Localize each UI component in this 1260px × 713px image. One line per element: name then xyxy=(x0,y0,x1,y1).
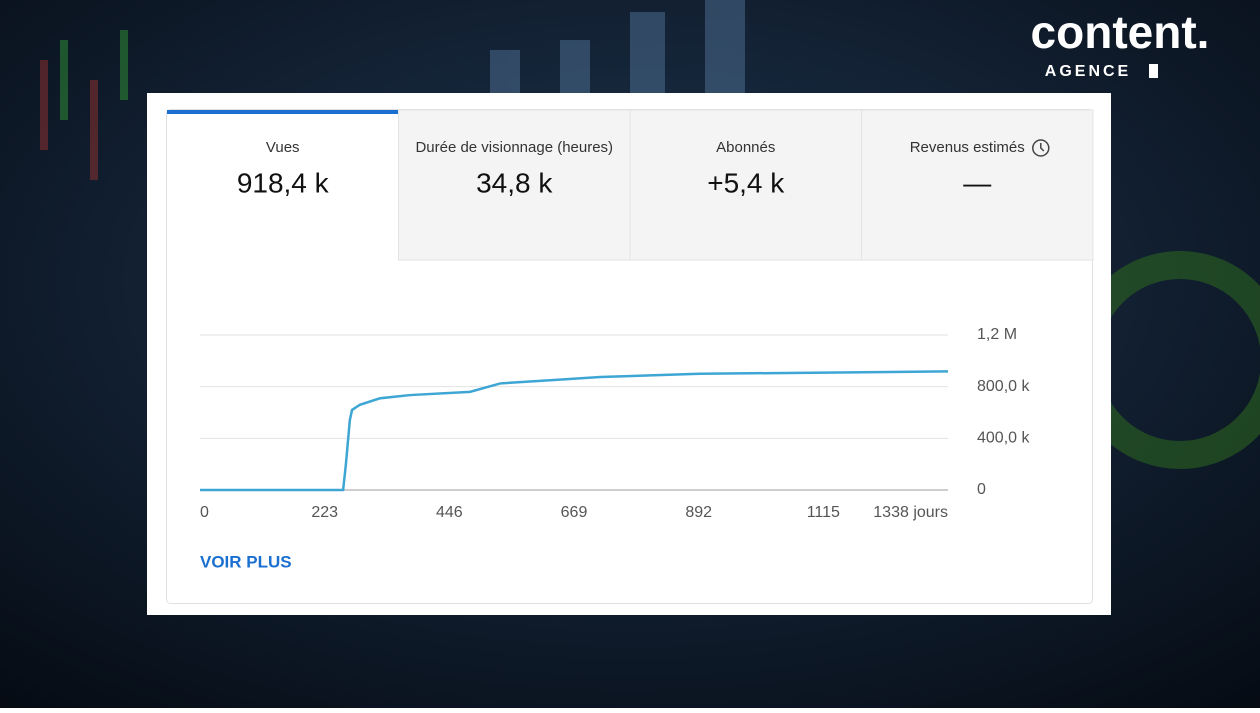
tab[interactable] xyxy=(167,110,399,260)
brand-name: content. xyxy=(1031,6,1210,58)
y-tick-label: 800,0 k xyxy=(977,378,1030,395)
y-tick-label: 400,0 k xyxy=(977,430,1030,447)
tab-value: 34,8 k xyxy=(476,167,553,198)
x-tick-label: 669 xyxy=(561,504,588,521)
brand-tagline: AGENCE xyxy=(1045,63,1131,80)
brand-mark xyxy=(1149,64,1158,78)
tab-value: — xyxy=(963,167,991,198)
x-tick-label: 446 xyxy=(436,504,463,521)
see-more-button[interactable]: VOIR PLUS xyxy=(200,552,292,571)
x-tick-label: 223 xyxy=(311,504,338,521)
tab-indicator xyxy=(167,110,399,114)
x-tick-label: 0 xyxy=(200,504,209,521)
x-tick-label: 892 xyxy=(685,504,712,521)
x-tick-label: 1115 xyxy=(807,504,840,521)
tab-label: Revenus estimés xyxy=(910,139,1025,156)
background-decor xyxy=(40,0,1260,469)
line xyxy=(200,370,949,492)
y-tick-label: 1,2 M xyxy=(977,326,1017,343)
y-tick-label: 0 xyxy=(977,481,986,498)
tab-value: +5,4 k xyxy=(707,167,785,198)
tab-label: Vues xyxy=(266,139,300,156)
clock-icon xyxy=(1032,139,1050,157)
tab-label: Durée de visionnage (heures) xyxy=(415,139,613,156)
tab-value: 918,4 k xyxy=(237,167,330,198)
clock-hands xyxy=(1040,143,1045,152)
tab[interactable] xyxy=(398,109,631,261)
tabs: Vues 918,4 k Durée de visionnage (heures) 3… xyxy=(167,109,1094,261)
tab[interactable] xyxy=(861,109,1094,261)
chart: 0 400,0 k 800,0 k 1,2 M 0 223 446 669 892 1115 133… xyxy=(200,326,1030,521)
tab-label: Abonnés xyxy=(716,139,775,156)
x-tick-label: 1338 jours xyxy=(873,504,948,521)
tab[interactable] xyxy=(629,109,862,261)
